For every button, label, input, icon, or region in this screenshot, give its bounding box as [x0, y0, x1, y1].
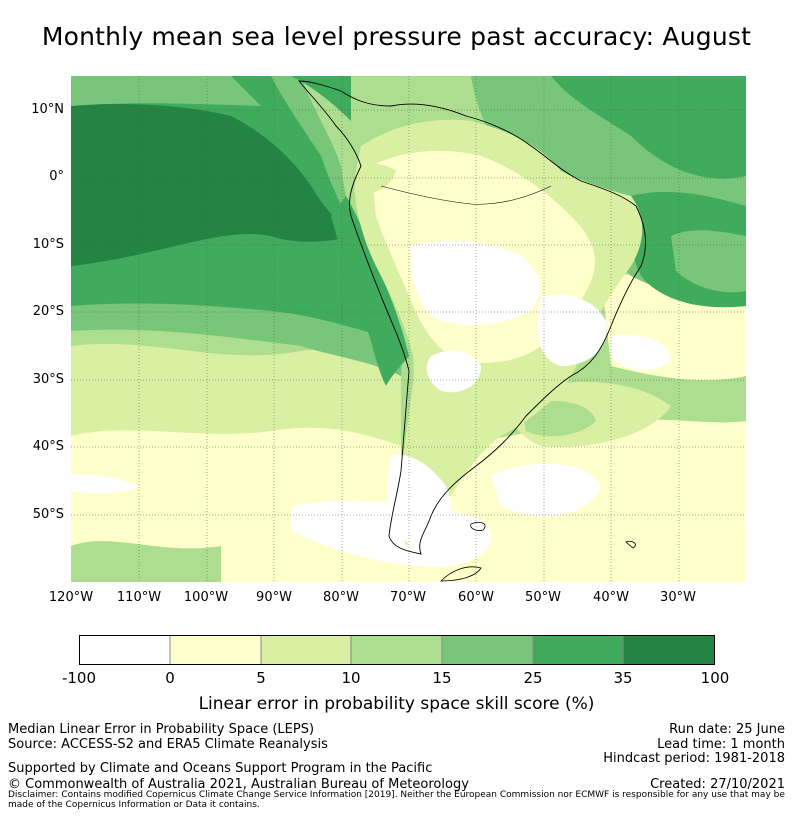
- region-north-atlantic: [551, 76, 746, 179]
- lon-label-100w: 100°W: [183, 590, 229, 605]
- region-east-atlantic-white: [611, 334, 671, 371]
- colorbar-segment-5: [533, 635, 623, 665]
- skill-map-canvas: [71, 76, 746, 582]
- lon-label-60w: 60°W: [458, 590, 494, 605]
- lat-label-10s: 10°S: [32, 237, 64, 252]
- colorbar-segment-4: [442, 635, 533, 665]
- region-pacific-white-patch: [71, 474, 141, 494]
- lat-label-10n: 10°N: [31, 102, 64, 117]
- colorbar-tick-minus100: -100: [61, 669, 97, 687]
- tierra-del-fuego: [440, 566, 482, 582]
- footer-copyright: © Commonwealth of Australia 2021, Austra…: [8, 777, 469, 792]
- lon-label-80w: 80°W: [323, 590, 359, 605]
- colorbar-segment-2: [261, 635, 351, 665]
- region-central-brazil-white: [410, 240, 540, 326]
- lat-label-20s: 20°S: [32, 304, 64, 319]
- colorbar-tick-100: 100: [700, 669, 730, 687]
- colorbar-tick-25: 25: [523, 669, 543, 687]
- lon-label-120w: 120°W: [48, 590, 94, 605]
- colorbar-segment-3: [351, 635, 442, 665]
- region-ne-atlantic-patch: [671, 230, 746, 293]
- colorbar: [79, 635, 715, 665]
- colorbar-tick-5: 5: [256, 669, 266, 687]
- lon-label-110w: 110°W: [116, 590, 162, 605]
- region-atlantic-white-patch: [491, 463, 601, 517]
- region-peru-coast: [331, 196, 409, 386]
- colorbar-tick-35: 35: [613, 669, 633, 687]
- footer-created: Created: 27/10/2021: [650, 777, 785, 792]
- footer-support: Supported by Climate and Oceans Support …: [8, 761, 433, 776]
- colorbar-frame: [79, 635, 715, 665]
- region-patagonia-white: [387, 455, 452, 553]
- colorbar-segment-1: [170, 635, 261, 665]
- footer-method: Median Linear Error in Probability Space…: [8, 722, 315, 737]
- colorbar-segment-0: [79, 635, 170, 665]
- gridlines: [71, 76, 746, 582]
- amazon-river: [380, 185, 552, 205]
- lon-label-70w: 70°W: [390, 590, 426, 605]
- colorbar-tick-10: 10: [341, 669, 361, 687]
- footer-source: Source: ACCESS-S2 and ERA5 Climate Reana…: [8, 737, 328, 752]
- map-title: Monthly mean sea level pressure past acc…: [41, 22, 752, 51]
- region-colombia: [361, 163, 396, 193]
- south-georgia: [625, 541, 636, 549]
- region-paraguay-white: [426, 350, 481, 393]
- lon-label-40w: 40°W: [593, 590, 629, 605]
- region-pacific-dark: [71, 104, 356, 266]
- region-sw-corner: [71, 541, 221, 582]
- footer-hindcast: Hindcast period: 1981-2018: [603, 751, 785, 766]
- skill-map: [71, 76, 746, 582]
- footer-lead-time: Lead time: 1 month: [657, 737, 785, 752]
- region-central-america: [291, 76, 351, 121]
- colorbar-segment-6: [623, 635, 715, 665]
- lon-label-30w: 30°W: [660, 590, 696, 605]
- colorbar-tick-0: 0: [165, 669, 175, 687]
- colorbar-tick-15: 15: [432, 669, 452, 687]
- region-se-brazil-white: [537, 294, 607, 366]
- lon-label-50w: 50°W: [525, 590, 561, 605]
- lon-label-90w: 90°W: [256, 590, 292, 605]
- region-south-pacific-low: [71, 427, 401, 582]
- region-nw-pacific: [71, 76, 261, 106]
- footer-disclaimer: Disclaimer: Contains modified Copernicus…: [8, 790, 785, 810]
- lat-label-0: 0°: [49, 169, 64, 184]
- coastline: [298, 80, 646, 555]
- footer-run-date: Run date: 25 June: [669, 722, 785, 737]
- falkland-islands: [470, 522, 486, 531]
- lat-label-50s: 50°S: [32, 507, 64, 522]
- colorbar-label: Linear error in probability space skill …: [198, 694, 595, 714]
- lat-label-30s: 30°S: [32, 372, 64, 387]
- lat-label-40s: 40°S: [32, 439, 64, 454]
